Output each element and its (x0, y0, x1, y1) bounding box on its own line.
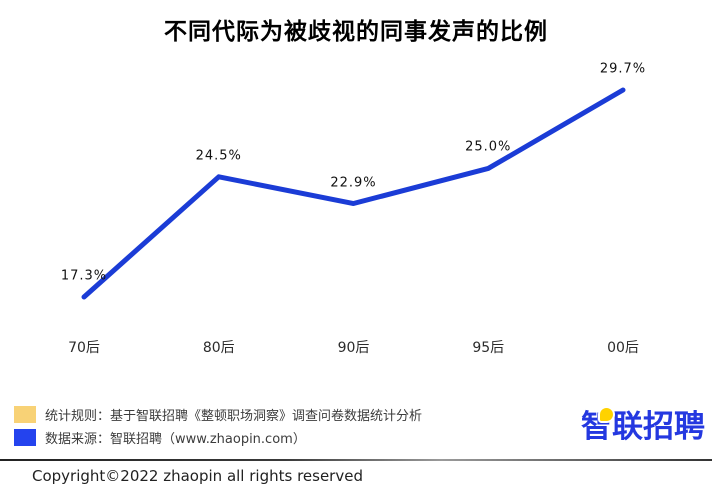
legend-label-data-source: 数据来源：智联招聘（www.zhaopin.com） (45, 432, 306, 447)
logo-bubble-icon (600, 408, 613, 421)
x-axis-label: 70后 (68, 340, 100, 356)
copyright-text: Copyright©2022 zhaopin all rights reserv… (32, 467, 363, 485)
x-axis-label: 95后 (472, 340, 505, 356)
data-point-label: 22.9% (330, 175, 377, 191)
zhaopin-logo: 智联招聘 (581, 404, 705, 450)
legend-row-stat-rule: 统计规则：基于智联招聘《整顿职场洞察》调查问卷数据统计分析 (14, 406, 423, 424)
footer-divider (0, 459, 712, 461)
x-axis-label: 80后 (202, 340, 235, 356)
data-point-label: 29.7% (599, 61, 647, 77)
trend-line (81, 87, 626, 300)
line-chart: 17.3% 24.5% 22.9% 25.0% 29.7% 70后 80后 90后 95后 00后 (60, 61, 647, 357)
data-point-label: 24.5% (195, 148, 242, 164)
chart-title: 不同代际为被歧视的同事发声的比例 (164, 19, 548, 45)
trend-line-canvas (81, 87, 626, 300)
legend-label-stat-rule: 统计规则：基于智联招聘《整顿职场洞察》调查问卷数据统计分析 (45, 409, 423, 424)
x-axis-label: 90后 (337, 340, 370, 356)
legend-row-data-source: 数据来源：智联招聘（www.zhaopin.com） (14, 429, 422, 447)
x-axis-label: 00后 (607, 340, 639, 356)
blue-swatch-icon (14, 429, 36, 446)
data-point-label: 17.3% (60, 268, 108, 284)
yellow-swatch-icon (14, 406, 36, 423)
legend: 统计规则：基于智联招聘《整顿职场洞察》调查问卷数据统计分析 数据来源：智联招聘（… (14, 406, 422, 452)
data-point-label: 25.0% (465, 139, 512, 155)
